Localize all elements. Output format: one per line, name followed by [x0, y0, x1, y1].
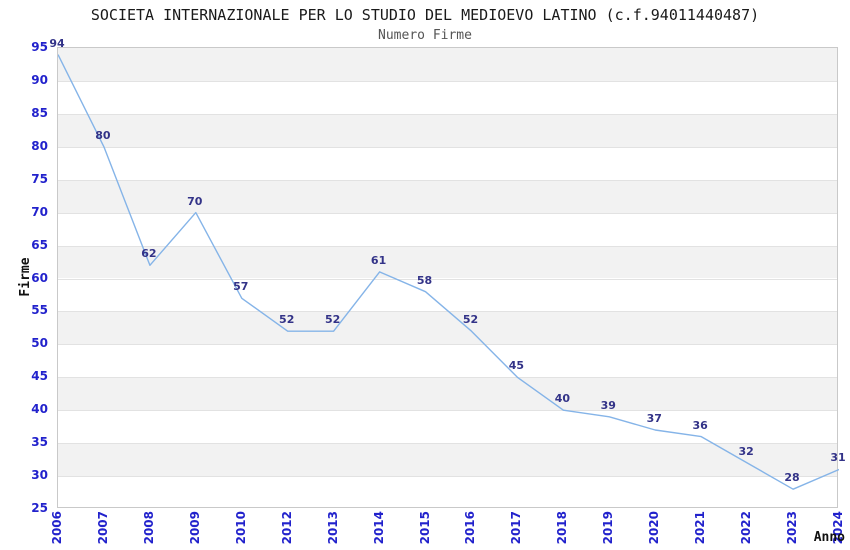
- gridline: [58, 146, 837, 148]
- y-axis-tick-label: 75: [31, 171, 48, 186]
- x-axis-tick-label: 2013: [325, 511, 340, 545]
- y-axis-tick-label: 85: [31, 105, 48, 120]
- x-axis-tick-label: 2015: [417, 511, 432, 545]
- x-axis-tick-label: 2014: [371, 511, 386, 545]
- x-axis-tick-label: 2021: [693, 511, 708, 545]
- data-point-label: 58: [416, 273, 433, 287]
- background-band: [58, 245, 837, 279]
- y-axis-title: Firme: [18, 257, 33, 297]
- y-axis-tick-label: 80: [31, 138, 48, 153]
- chart-title: SOCIETA INTERNAZIONALE PER LO STUDIO DEL…: [90, 6, 760, 24]
- gridline: [58, 245, 837, 247]
- data-point-label: 52: [324, 313, 341, 327]
- y-axis-tick-label: 70: [31, 204, 48, 219]
- y-axis-tick-label: 25: [31, 501, 48, 515]
- series-line: [58, 54, 839, 490]
- y-axis-tick-label: 30: [31, 468, 48, 483]
- data-point-label: 94: [49, 36, 65, 50]
- data-point-label: 40: [554, 392, 570, 406]
- x-axis-tick-label: 2016: [463, 511, 478, 545]
- gridline: [58, 212, 837, 214]
- x-axis-tick-label: 2012: [279, 511, 294, 545]
- gridline: [58, 80, 837, 82]
- x-axis-tick-label: 2017: [509, 511, 524, 545]
- gridline: [58, 410, 837, 412]
- gridline: [58, 377, 837, 379]
- background-band: [58, 377, 837, 411]
- x-axis-title: Anno: [813, 530, 845, 545]
- x-axis-tick-label: 2008: [141, 511, 156, 545]
- y-axis-tick-label: 35: [31, 435, 48, 450]
- background-band: [58, 311, 837, 345]
- gridline: [58, 443, 837, 445]
- background-band: [58, 113, 837, 147]
- y-axis-tick-label: 45: [31, 369, 48, 384]
- gridline: [58, 344, 837, 346]
- y-axis-tick-label: 50: [31, 336, 48, 351]
- gridline: [58, 311, 837, 313]
- x-axis-tick-label: 2019: [601, 511, 616, 545]
- data-point-label: 52: [462, 313, 479, 327]
- data-point-label: 52: [279, 313, 295, 327]
- data-point-label: 80: [95, 128, 111, 142]
- x-axis-tick-label: 2009: [187, 511, 202, 545]
- y-axis-tick-label: 55: [31, 303, 48, 318]
- gridline: [58, 179, 837, 181]
- data-point-label: 70: [187, 194, 203, 208]
- background-band: [58, 443, 837, 477]
- x-axis-tick-label: 2007: [95, 511, 110, 545]
- y-axis-tick-label: 60: [31, 270, 48, 285]
- background-band: [58, 48, 837, 81]
- gridline: [58, 278, 837, 280]
- x-axis-tick-label: 2020: [647, 511, 662, 545]
- y-axis-tick-label: 90: [31, 72, 48, 87]
- series-line-svg: [58, 54, 839, 490]
- y-axis-tick-label: 40: [31, 402, 48, 417]
- data-point-label: 39: [600, 398, 616, 412]
- plot-area: [57, 47, 839, 508]
- chart-subtitle: Numero Firme: [378, 28, 472, 43]
- gridline: [58, 113, 837, 115]
- data-point-label: 31: [830, 451, 846, 465]
- x-axis-tick-label: 2022: [739, 511, 754, 545]
- data-point-label: 62: [141, 247, 157, 261]
- x-axis-tick-label: 2010: [233, 511, 248, 545]
- gridline: [58, 476, 837, 478]
- data-point-label: 37: [646, 411, 662, 425]
- background-band: [58, 179, 837, 213]
- data-point-label: 32: [738, 444, 754, 458]
- x-axis-tick-label: 2023: [785, 511, 800, 545]
- data-point-label: 28: [784, 471, 800, 485]
- x-axis-tick-label: 2018: [555, 511, 570, 545]
- y-axis-tick-label: 95: [31, 40, 48, 54]
- y-axis-tick-label: 65: [31, 237, 48, 252]
- data-point-label: 61: [370, 253, 387, 267]
- data-point-label: 45: [508, 359, 525, 373]
- data-point-label: 36: [692, 418, 708, 432]
- data-point-label: 57: [233, 280, 249, 294]
- x-axis-tick-label: 2006: [50, 511, 64, 545]
